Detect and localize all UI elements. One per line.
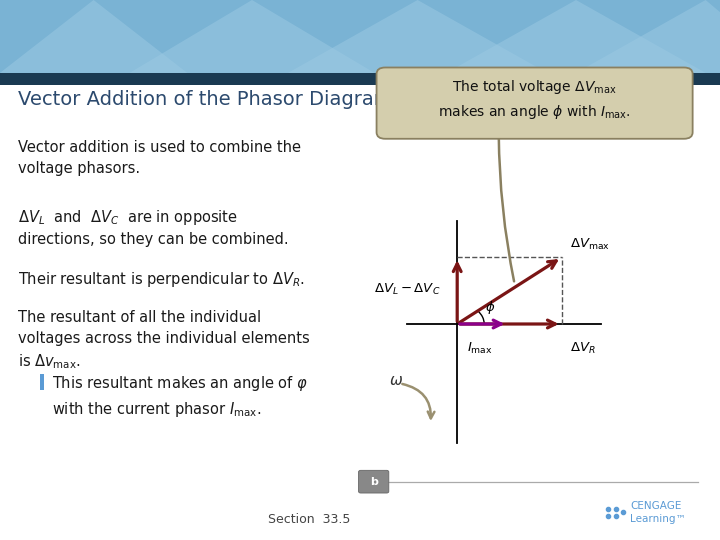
Polygon shape [130,0,374,73]
Text: $\Delta V_L$  and  $\Delta V_C$  are in opposite
directions, so they can be comb: $\Delta V_L$ and $\Delta V_C$ are in opp… [18,208,289,247]
Text: Section  33.5: Section 33.5 [269,513,351,526]
Text: $\Delta V_L - \Delta V_C$: $\Delta V_L - \Delta V_C$ [374,282,441,297]
Text: $\Delta V_{\mathrm{max}}$: $\Delta V_{\mathrm{max}}$ [570,237,611,252]
Text: This resultant makes an angle of $\varphi$
with the current phasor $I_{\mathrm{m: This resultant makes an angle of $\varph… [52,374,308,418]
Polygon shape [288,0,547,73]
Bar [40,374,44,390]
Text: $\omega$: $\omega$ [389,373,403,388]
Polygon shape [576,0,720,73]
Text: b: b [370,477,377,487]
Text: Vector Addition of the Phasor Diagram: Vector Addition of the Phasor Diagram [18,90,392,109]
Bar [0,73,720,85]
Text: CENGAGE
Learning™: CENGAGE Learning™ [630,501,686,524]
Text: $I_{\mathrm{max}}$: $I_{\mathrm{max}}$ [467,341,492,356]
Polygon shape [0,0,187,73]
Polygon shape [446,0,706,73]
FancyBboxPatch shape [377,68,693,139]
Bar [0,0,720,73]
Text: Vector addition is used to combine the
voltage phasors.: Vector addition is used to combine the v… [18,140,301,176]
Text: The total voltage $\Delta V_{\mathrm{max}}$
makes an angle $\phi$ with $I_{\math: The total voltage $\Delta V_{\mathrm{max… [438,78,631,122]
Text: $\phi$: $\phi$ [485,299,495,316]
Text: $\Delta V_R$: $\Delta V_R$ [570,341,596,356]
Text: Their resultant is perpendicular to $\Delta V_R$.: Their resultant is perpendicular to $\De… [18,270,305,289]
Text: The resultant of all the individual
voltages across the individual elements
is $: The resultant of all the individual volt… [18,310,310,371]
FancyBboxPatch shape [359,470,389,493]
